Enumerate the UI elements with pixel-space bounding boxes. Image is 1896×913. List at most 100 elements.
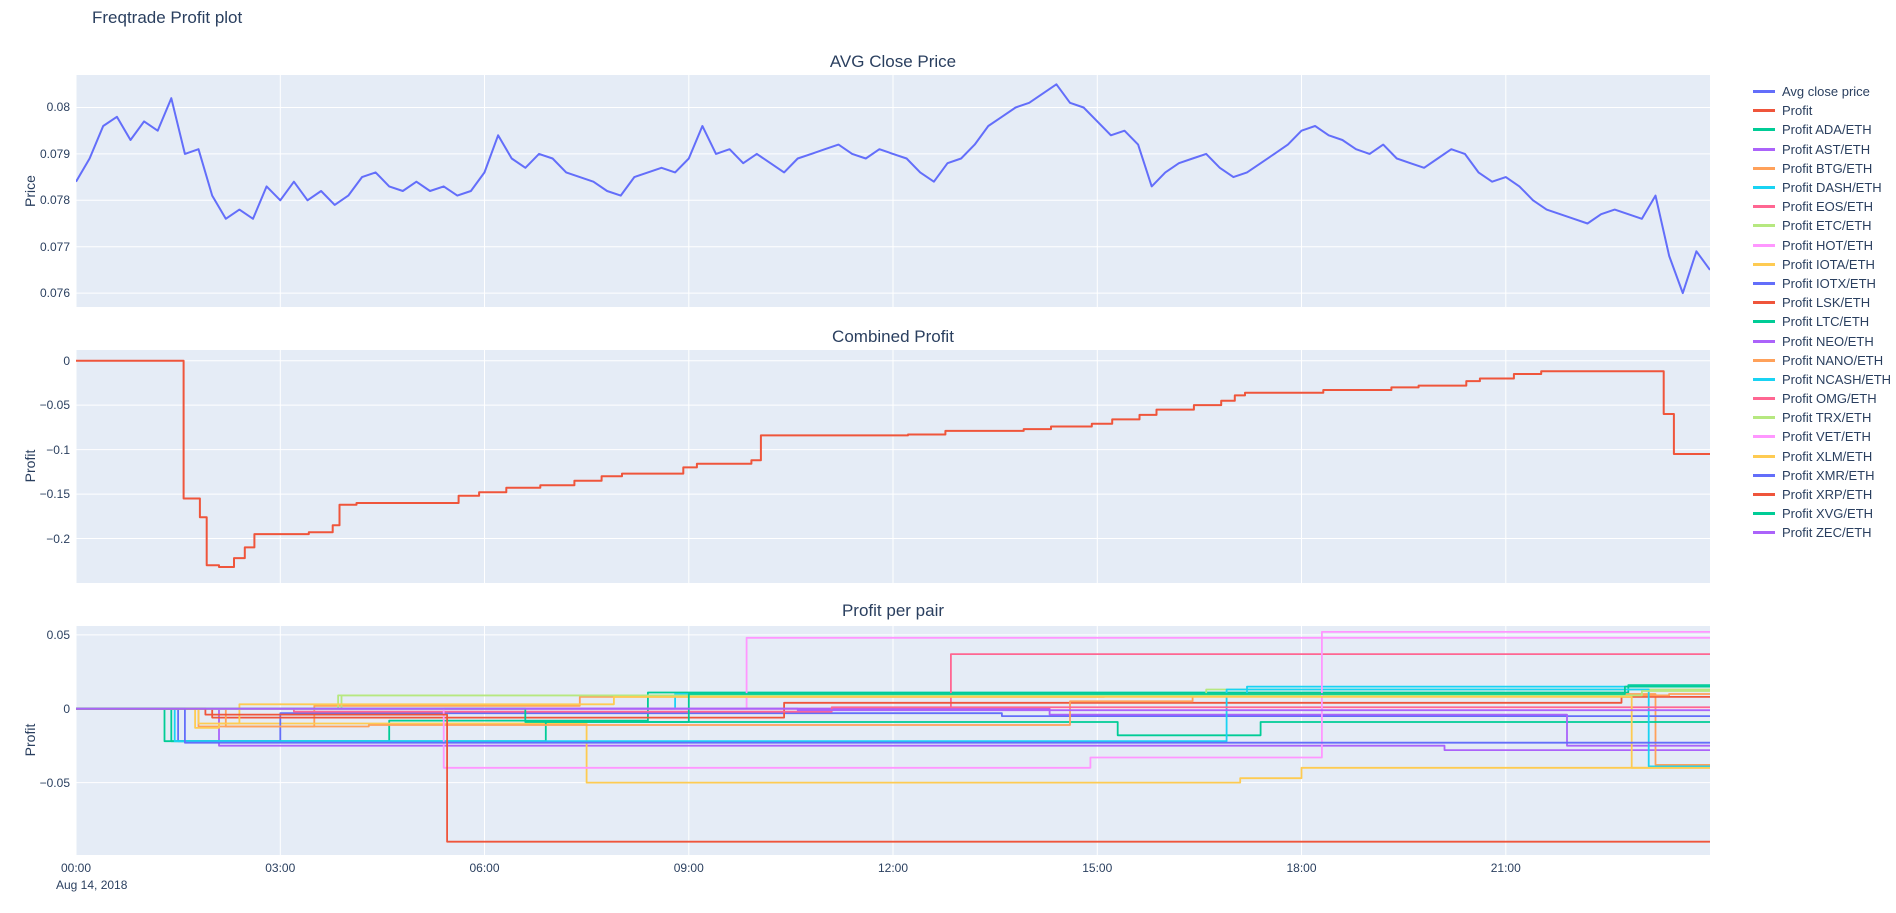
legend-item-profit-lsk-eth[interactable]: Profit LSK/ETH [1753, 293, 1896, 312]
series-profit-zec-eth[interactable] [76, 707, 1710, 712]
x-tick-label: 06:00 [469, 861, 500, 875]
series-profit-ltc-eth[interactable] [76, 707, 1710, 743]
y-tick-label: 0.08 [46, 100, 70, 115]
legend-line-swatch [1753, 281, 1775, 285]
legend-item-profit-ada-eth[interactable]: Profit ADA/ETH [1753, 120, 1896, 139]
legend-item-label: Profit BTG/ETH [1782, 160, 1873, 176]
series-avg-close-price[interactable] [76, 83, 1710, 295]
series-profit[interactable] [76, 359, 1710, 568]
legend-item-label: Profit XRP/ETH [1782, 487, 1873, 503]
legend-line-swatch [1753, 473, 1775, 477]
legend-item-profit-trx-eth[interactable]: Profit TRX/ETH [1753, 408, 1896, 427]
legend-line-swatch [1753, 243, 1775, 247]
legend-item-profit-dash-eth[interactable]: Profit DASH/ETH [1753, 178, 1896, 197]
legend-item-label: Profit LTC/ETH [1782, 314, 1870, 330]
legend-item-profit-vet-eth[interactable]: Profit VET/ETH [1753, 427, 1896, 446]
legend-line-swatch [1753, 435, 1775, 439]
legend-item-label: Profit NANO/ETH [1782, 352, 1884, 368]
legend-line-swatch [1753, 531, 1775, 535]
legend-line-swatch [1753, 301, 1775, 305]
legend-line-swatch [1753, 262, 1775, 266]
legend-line-swatch [1753, 397, 1775, 401]
legend-item-profit-ncash-eth[interactable]: Profit NCASH/ETH [1753, 370, 1896, 389]
legend-line-swatch [1753, 186, 1775, 190]
y-axis-title-pair-profit: Profit [22, 723, 38, 757]
legend-item-label: Profit AST/ETH [1782, 141, 1871, 157]
legend-item-profit-neo-eth[interactable]: Profit NEO/ETH [1753, 331, 1896, 350]
legend-item-profit-etc-eth[interactable]: Profit ETC/ETH [1753, 216, 1896, 235]
series-profit-vet-eth[interactable] [76, 631, 1710, 769]
avg-close-price-plot[interactable] [76, 75, 1710, 307]
x-axis-date-annotation: Aug 14, 2018 [56, 878, 128, 892]
legend-line-swatch [1753, 90, 1775, 94]
profit-per-pair-plot[interactable] [76, 626, 1710, 855]
x-tick-label: 18:00 [1286, 861, 1317, 875]
y-tick-label: 0.05 [46, 627, 70, 642]
x-tick-label: 21:00 [1490, 861, 1521, 875]
legend-item-profit-iotx-eth[interactable]: Profit IOTX/ETH [1753, 274, 1896, 293]
legend-item-profit-ltc-eth[interactable]: Profit LTC/ETH [1753, 312, 1896, 331]
x-tick-label: 15:00 [1082, 861, 1113, 875]
legend-item-label: Profit ZEC/ETH [1782, 525, 1872, 541]
combined-profit-plot[interactable] [76, 350, 1710, 583]
series-profit-iota-eth[interactable] [76, 707, 1710, 784]
y-tick-label: −0.2 [46, 531, 70, 546]
legend-item-profit-btg-eth[interactable]: Profit BTG/ETH [1753, 159, 1896, 178]
legend-item-profit-iota-eth[interactable]: Profit IOTA/ETH [1753, 255, 1896, 274]
legend-item-profit-xvg-eth[interactable]: Profit XVG/ETH [1753, 504, 1896, 523]
subplot-title-avg-close-price: AVG Close Price [829, 52, 957, 71]
series-profit-lsk-eth[interactable] [76, 696, 1710, 719]
legend-item-profit[interactable]: Profit [1753, 101, 1896, 120]
legend-item-profit-eos-eth[interactable]: Profit EOS/ETH [1753, 197, 1896, 216]
legend-item-label: Profit XVG/ETH [1782, 506, 1874, 522]
legend-line-swatch [1753, 454, 1775, 458]
y-tick-label: −0.05 [39, 775, 70, 790]
legend-item-label: Profit XLM/ETH [1782, 448, 1873, 464]
legend-item-label: Profit XMR/ETH [1782, 467, 1875, 483]
legend-item-label: Profit NCASH/ETH [1782, 371, 1892, 387]
legend-item-profit-zec-eth[interactable]: Profit ZEC/ETH [1753, 523, 1896, 542]
subplot-title-combined-profit: Combined Profit [832, 327, 954, 346]
legend-item-label: Profit VET/ETH [1782, 429, 1871, 445]
legend-item-avg-close-price[interactable]: Avg close price [1753, 82, 1896, 101]
legend-item-profit-xlm-eth[interactable]: Profit XLM/ETH [1753, 447, 1896, 466]
series-profit-neo-eth[interactable] [76, 707, 1710, 747]
legend-line-swatch [1753, 512, 1775, 516]
legend-item-profit-xmr-eth[interactable]: Profit XMR/ETH [1753, 466, 1896, 485]
legend-item-profit-omg-eth[interactable]: Profit OMG/ETH [1753, 389, 1896, 408]
series-profit-ncash-eth[interactable] [76, 688, 1710, 768]
y-tick-label: 0.076 [39, 286, 70, 301]
legend-item-label: Profit EOS/ETH [1782, 199, 1874, 215]
y-tick-label: 0 [63, 701, 70, 716]
legend-line-swatch [1753, 416, 1775, 420]
legend-item-label: Profit LSK/ETH [1782, 295, 1871, 311]
x-tick-label: 09:00 [673, 861, 704, 875]
legend-item-label: Profit [1782, 103, 1813, 119]
y-tick-label: 0.077 [39, 239, 70, 254]
legend-item-profit-xrp-eth[interactable]: Profit XRP/ETH [1753, 485, 1896, 504]
legend-line-swatch [1753, 339, 1775, 343]
legend-item-profit-nano-eth[interactable]: Profit NANO/ETH [1753, 351, 1896, 370]
legend-line-swatch [1753, 320, 1775, 324]
legend-line-swatch [1753, 205, 1775, 209]
page-title: Freqtrade Profit plot [92, 8, 243, 27]
series-profit-xlm-eth[interactable] [76, 696, 1710, 769]
y-tick-label: 0.079 [39, 146, 70, 161]
y-tick-label: 0.078 [39, 193, 70, 208]
y-tick-label: 0 [63, 353, 70, 368]
y-tick-label: −0.1 [46, 442, 70, 457]
x-tick-label: 12:00 [877, 861, 909, 875]
legend-item-label: Profit ADA/ETH [1782, 122, 1872, 138]
legend-line-swatch [1753, 377, 1775, 381]
legend-item-profit-hot-eth[interactable]: Profit HOT/ETH [1753, 236, 1896, 255]
y-tick-label: −0.05 [39, 398, 70, 413]
legend-item-label: Profit NEO/ETH [1782, 333, 1874, 349]
legend: Avg close price Profit Profit ADA/ETH Profi… [1753, 82, 1896, 543]
legend-item-label: Profit HOT/ETH [1782, 237, 1874, 253]
y-tick-label: −0.15 [39, 487, 70, 502]
x-tick-label: 03:00 [265, 861, 296, 875]
legend-line-swatch [1753, 358, 1775, 362]
legend-item-profit-ast-eth[interactable]: Profit AST/ETH [1753, 140, 1896, 159]
legend-item-label: Profit IOTA/ETH [1782, 256, 1875, 272]
